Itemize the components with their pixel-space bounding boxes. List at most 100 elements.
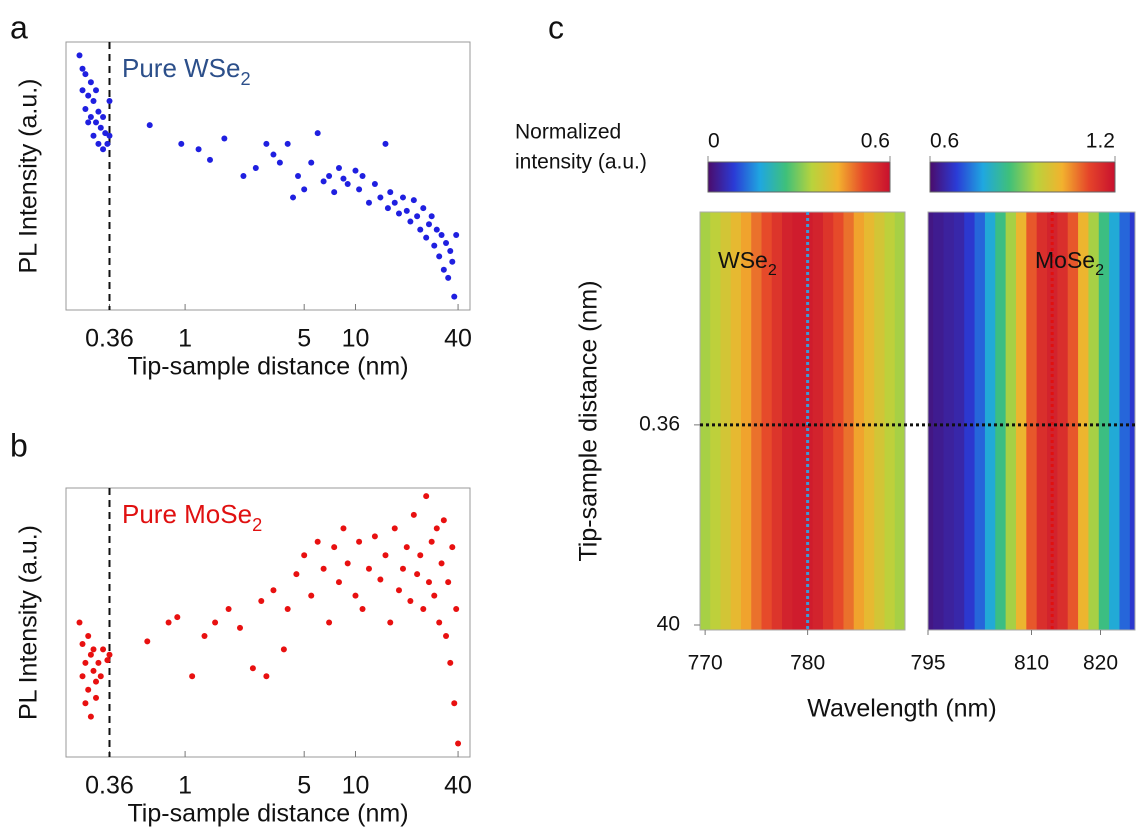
panel-label: c xyxy=(548,9,564,45)
data-point xyxy=(331,544,338,551)
data-point xyxy=(290,194,297,201)
plot-frame xyxy=(65,487,471,758)
data-point xyxy=(344,181,351,188)
data-point xyxy=(403,544,410,551)
x-tick-label: 1 xyxy=(178,325,192,353)
data-point xyxy=(240,173,247,179)
heatmap-column xyxy=(984,212,996,630)
data-point xyxy=(352,592,359,599)
data-point xyxy=(79,87,86,94)
heatmap-column xyxy=(792,212,803,630)
colorbar-tick-label: 0.6 xyxy=(861,130,890,153)
x-tick-label: 40 xyxy=(444,772,472,800)
data-point xyxy=(371,533,378,540)
data-point xyxy=(280,646,287,653)
data-point xyxy=(447,248,454,255)
data-point xyxy=(212,619,219,626)
heatmap-column xyxy=(1015,212,1027,630)
data-point xyxy=(407,218,414,225)
heatmap-column xyxy=(894,212,905,630)
heatmap-column xyxy=(943,212,955,630)
data-point xyxy=(106,651,113,658)
data-point xyxy=(146,122,153,129)
data-point xyxy=(453,231,460,238)
data-point xyxy=(79,641,86,648)
data-point xyxy=(344,560,351,567)
data-point xyxy=(85,92,92,99)
data-point xyxy=(443,632,450,639)
colorbar-label: intensity (a.u.) xyxy=(515,151,647,174)
data-point xyxy=(165,619,172,626)
data-point xyxy=(382,552,389,559)
heatmap-column xyxy=(1078,212,1089,630)
x-tick-label: 0.36 xyxy=(85,325,134,353)
data-point xyxy=(100,146,107,153)
data-point xyxy=(97,673,104,680)
data-point xyxy=(431,242,438,249)
heatmap-column xyxy=(761,212,773,630)
heatmap-column xyxy=(853,212,865,630)
data-point xyxy=(425,579,432,586)
heatmap-column xyxy=(928,212,934,630)
data-point xyxy=(440,266,447,273)
x-tick-label: 1 xyxy=(178,772,192,800)
data-point xyxy=(326,173,333,179)
x-tick-label: 770 xyxy=(688,652,723,675)
data-point xyxy=(195,146,202,153)
data-point xyxy=(431,592,438,599)
y-axis-label: Tip-sample distance (nm) xyxy=(575,280,603,561)
x-tick-label: 5 xyxy=(297,325,311,353)
data-point xyxy=(308,592,315,599)
heatmap xyxy=(928,212,1135,630)
data-point xyxy=(399,194,406,201)
data-point xyxy=(384,205,391,212)
data-point xyxy=(335,579,342,586)
data-point xyxy=(387,619,394,626)
x-tick-label: 820 xyxy=(1083,652,1118,675)
data-point xyxy=(356,538,363,545)
data-point xyxy=(82,71,89,78)
data-point xyxy=(387,189,394,196)
heatmap-column xyxy=(974,212,986,630)
data-point xyxy=(417,552,424,559)
heatmap-column xyxy=(1109,212,1120,630)
heatmap-column xyxy=(933,212,945,630)
colorbar xyxy=(707,161,891,193)
data-point xyxy=(236,624,243,631)
data-point xyxy=(85,686,92,693)
heatmap-column xyxy=(1005,212,1017,630)
data-point xyxy=(410,511,417,518)
data-point xyxy=(455,740,462,747)
panel-label: a xyxy=(10,9,28,45)
heatmap-column xyxy=(751,212,762,630)
heatmap-column xyxy=(1057,212,1069,630)
x-tick-label: 10 xyxy=(342,772,370,800)
data-point xyxy=(443,240,450,246)
data-point xyxy=(433,525,440,532)
annotation-main: Pure WSe xyxy=(122,53,241,83)
map-label: MoSe2 xyxy=(1035,247,1104,279)
data-point xyxy=(249,665,256,672)
data-point xyxy=(423,234,430,241)
y-axis-label: PL Intensity (a.u.) xyxy=(15,79,43,274)
data-point xyxy=(293,571,300,578)
heatmap-column xyxy=(730,212,742,630)
data-point xyxy=(87,79,94,86)
data-point xyxy=(295,173,302,179)
colorbar-tick-label: 1.2 xyxy=(1086,130,1115,153)
data-point xyxy=(377,194,384,201)
data-point xyxy=(410,197,417,204)
data-point xyxy=(100,114,107,121)
data-point xyxy=(258,597,265,604)
data-point xyxy=(382,140,389,147)
data-point xyxy=(97,124,104,131)
heatmap-column xyxy=(964,212,976,630)
x-tick-label: 10 xyxy=(342,325,370,353)
data-point xyxy=(270,151,277,158)
data-point xyxy=(359,606,366,613)
heatmap-column xyxy=(700,212,711,630)
data-point xyxy=(93,678,100,685)
data-point xyxy=(308,159,315,166)
heatmap-column xyxy=(995,212,1007,630)
data-point xyxy=(93,694,100,701)
